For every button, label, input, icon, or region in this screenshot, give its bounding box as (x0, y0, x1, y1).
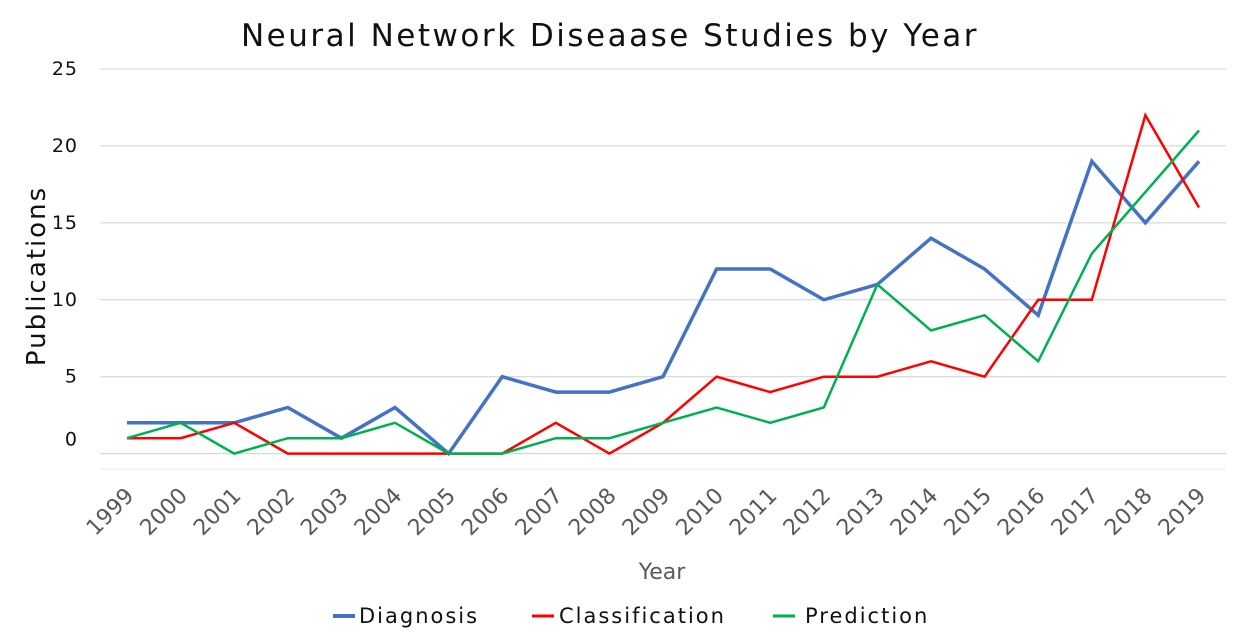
x-tick-label: 1999 (82, 484, 139, 541)
x-tick-label: 2007 (511, 484, 568, 541)
x-axis-ticks: 1999200020012002200320042005200620072008… (82, 484, 1211, 541)
x-tick-label: 2014 (886, 484, 943, 541)
x-tick-label: 2017 (1047, 484, 1104, 541)
legend-label-diagnosis: Diagnosis (359, 604, 479, 628)
gridlines (100, 68, 1226, 470)
y-tick-label: 20 (52, 135, 78, 157)
legend-label-classification: Classification (559, 604, 726, 628)
y-axis-ticks: 25 20 15 10 5 0 (52, 58, 78, 451)
series-line-diagnosis (127, 157, 1201, 457)
y-tick-label: 25 (52, 58, 78, 80)
chart-title: Neural Network Diseaase Studies by Year (241, 18, 979, 54)
x-tick-label: 2005 (404, 484, 461, 541)
x-tick-label: 2009 (618, 484, 675, 541)
x-tick-label: 2000 (136, 484, 193, 541)
series-lines (126, 112, 1201, 457)
x-tick-label: 2006 (457, 484, 514, 541)
legend: Diagnosis Classification Prediction (333, 604, 929, 628)
legend-label-prediction: Prediction (805, 604, 929, 628)
x-tick-label: 2004 (350, 484, 407, 541)
y-axis-label: Publications (22, 186, 52, 366)
x-axis-label: Year (638, 560, 687, 585)
x-tick-label: 2012 (779, 484, 836, 541)
x-tick-label: 2016 (993, 484, 1050, 541)
series-line-prediction (126, 129, 1200, 455)
x-tick-label: 2018 (1100, 484, 1157, 541)
x-tick-label: 2011 (725, 484, 782, 541)
x-tick-label: 2001 (189, 484, 246, 541)
x-tick-label: 2008 (564, 484, 621, 541)
x-tick-label: 2010 (672, 484, 729, 541)
x-tick-label: 2003 (296, 484, 353, 541)
x-tick-label: 2002 (243, 484, 300, 541)
x-tick-label: 2013 (832, 484, 889, 541)
y-tick-label: 10 (52, 289, 78, 311)
x-tick-label: 2015 (940, 484, 997, 541)
y-tick-label: 0 (65, 429, 78, 451)
y-tick-label: 15 (52, 212, 78, 234)
series-line-classification (127, 112, 1201, 456)
y-tick-label: 5 (65, 366, 78, 388)
x-tick-label: 2019 (1154, 484, 1211, 541)
